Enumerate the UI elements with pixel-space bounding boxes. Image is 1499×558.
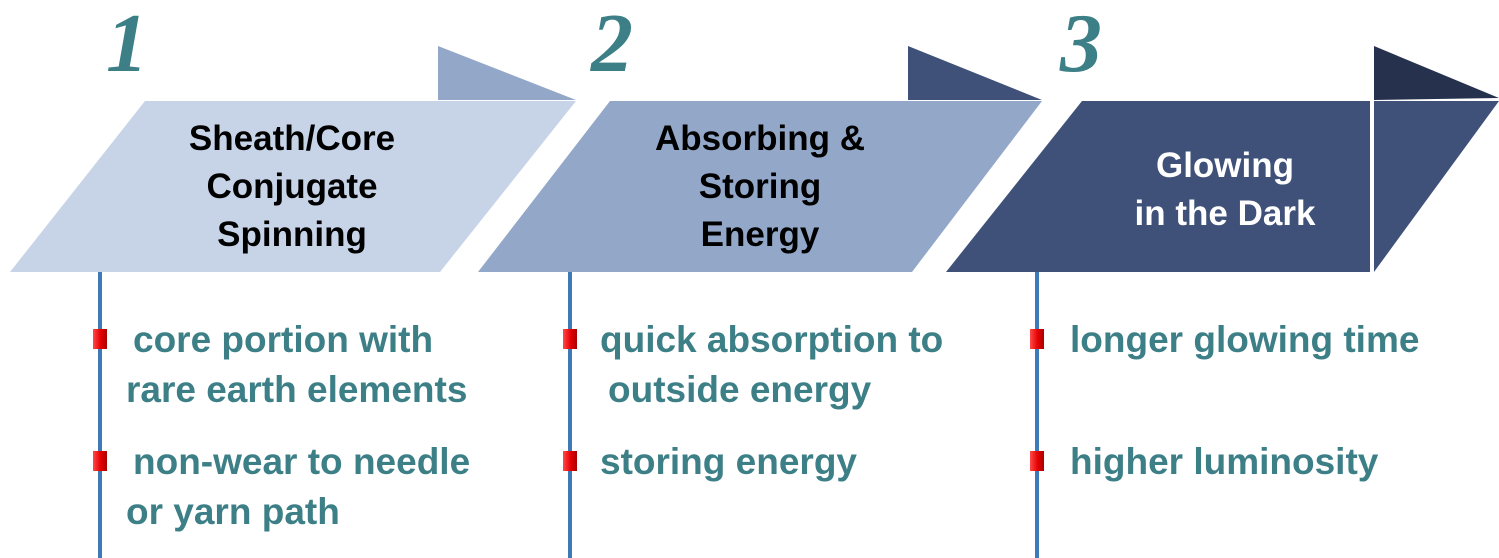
bullet-marker <box>93 329 107 349</box>
step-2-title-line: Absorbing & <box>655 119 865 158</box>
step-1-title-line: Sheath/Core <box>188 119 396 158</box>
step-3-flap <box>1374 101 1499 272</box>
step-3-title: Glowing in the Dark <box>1090 130 1360 250</box>
step-2-title-line: Energy <box>700 215 820 254</box>
bullet-marker <box>1030 329 1044 349</box>
bullet-marker <box>563 451 577 471</box>
step-1-title-line: Spinning <box>217 215 367 254</box>
step-2-tab <box>908 46 1042 100</box>
bullet-line: longer glowing time <box>1070 319 1420 360</box>
bullet-line: core portion with <box>133 319 434 360</box>
step-3-bullet-2: higher luminosity <box>1070 437 1378 487</box>
step-2-bullet-2: storing energy <box>600 437 857 487</box>
bullet-line: higher luminosity <box>1070 441 1379 482</box>
step-1-title-line: Conjugate <box>206 167 378 206</box>
step-3-title-line: in the Dark <box>1134 194 1316 233</box>
bullet-marker <box>1030 451 1044 471</box>
bullet-line: quick absorption to <box>600 319 944 360</box>
bullet-line: rare earth elements <box>126 369 468 410</box>
step-3-title-line: Glowing <box>1155 146 1295 185</box>
step-2-number: 2 <box>591 0 633 90</box>
step-3-bullet-1: longer glowing time <box>1070 315 1419 365</box>
step-1-chevron <box>10 101 576 272</box>
bullet-marker <box>93 451 107 471</box>
step-3-chevron <box>946 101 1370 272</box>
bullet-line: non-wear to needle <box>133 441 471 482</box>
step-1-bullet-2: non-wear to needle or yarn path <box>126 437 470 537</box>
step-3-tab <box>1374 46 1499 100</box>
step-2-title: Absorbing & Storing Energy <box>580 112 940 262</box>
step-1-bullet-1: core portion with rare earth elements <box>126 315 467 415</box>
bullet-marker <box>563 329 577 349</box>
bullet-line: or yarn path <box>126 491 340 532</box>
step-1-tab <box>438 46 576 100</box>
bullet-line: storing energy <box>600 441 857 482</box>
step-2-title-line: Storing <box>698 167 822 206</box>
step-2-bullet-1: quick absorption to outside energy <box>600 315 943 415</box>
step-2-chevron <box>478 101 1042 272</box>
bullet-line: outside energy <box>608 369 872 410</box>
step-1-title: Sheath/Core Conjugate Spinning <box>112 112 472 262</box>
step-1-number: 1 <box>106 0 148 90</box>
step-3-number: 3 <box>1060 0 1102 90</box>
